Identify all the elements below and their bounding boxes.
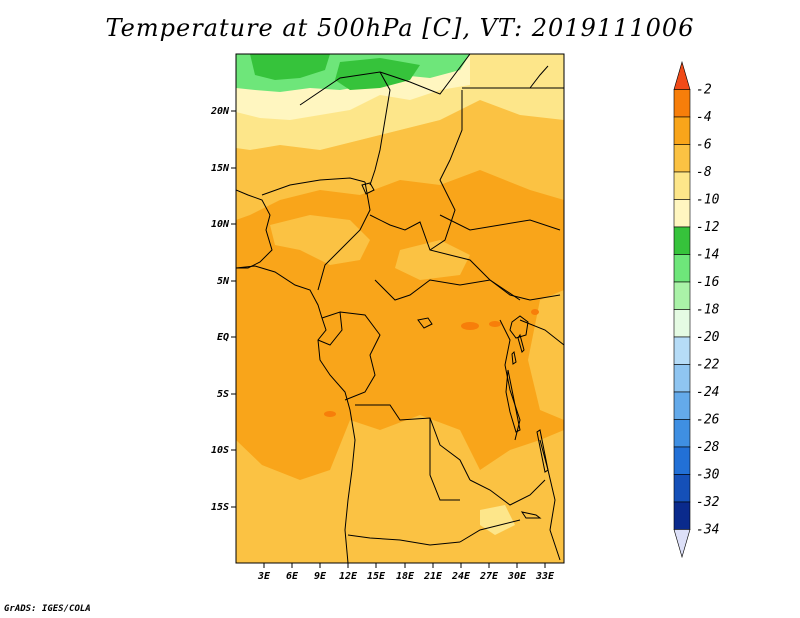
hotspot-4 — [531, 309, 539, 315]
colorbar-swatch — [673, 171, 691, 200]
colorbar-swatch — [673, 474, 691, 503]
colorbar-swatch — [673, 281, 691, 310]
lat-label: 20N — [210, 106, 230, 117]
lon-label: 30E — [507, 571, 527, 582]
lake-chad — [361, 182, 375, 195]
colorbar-label: -32 — [696, 495, 720, 510]
lake-victoria — [509, 315, 529, 339]
colorbar-label: -16 — [696, 275, 720, 290]
border-angola-zambia — [429, 418, 460, 501]
lat-label: 5N — [217, 276, 230, 287]
colorbar-swatch — [673, 336, 691, 365]
colorbar-label: -8 — [696, 165, 712, 180]
border-algeria-niger — [299, 54, 471, 106]
colorbar: -2 -4 -6 -8 -10 -12 -14 -16 -18 -20 -22 -24 -26 -28 -3… — [673, 60, 720, 559]
colorbar-label: -2 — [696, 83, 712, 98]
field-green2 — [335, 58, 420, 90]
colorbar-label: -34 — [696, 523, 719, 538]
colorbar-label: -28 — [696, 440, 720, 455]
border-libya-chad — [369, 71, 391, 186]
colorbar-label: -20 — [696, 330, 720, 345]
colorbar-swatch — [673, 501, 691, 530]
colorbar-label: -30 — [696, 468, 720, 483]
colorbar-label: -22 — [696, 358, 720, 373]
country-borders — [236, 54, 564, 563]
lat-label: EQ — [217, 332, 229, 343]
axis-ticks — [231, 110, 546, 568]
grads-credit: GrADS: IGES/COLA — [4, 604, 91, 614]
lon-label: 6E — [286, 571, 299, 582]
colorbar-swatch — [673, 60, 691, 90]
border-congo-drc — [339, 311, 381, 401]
colorbar-swatch — [673, 309, 691, 338]
colorbar-label: -10 — [696, 193, 720, 208]
colorbar-swatch — [673, 391, 691, 420]
chart-title: Temperature at 500hPa [C], VT: 201911100… — [105, 14, 695, 42]
lat-label: 10S — [211, 445, 229, 456]
colorbar-swatch — [673, 116, 691, 145]
border-gabon — [317, 311, 343, 346]
border-chad-car — [369, 214, 491, 281]
latitude-labels: 20N 15N 10N 5N EQ 5S 10S 15S — [210, 106, 230, 513]
lake-kivu — [511, 350, 517, 365]
colorbar-label: -6 — [696, 138, 712, 153]
colorbar-swatch — [673, 446, 691, 475]
colorbar-swatch — [673, 419, 691, 448]
longitude-labels: 3E 6E 9E 12E 15E 18E 21E 24E 27E 30E 33E — [257, 571, 555, 582]
border-tanzania — [519, 319, 564, 346]
colorbar-label: -12 — [696, 220, 720, 235]
lake-tumba — [417, 317, 433, 329]
field-central-light2 — [395, 240, 470, 280]
border-zambia-south — [469, 479, 546, 506]
lat-label: 5S — [217, 389, 229, 400]
colorbar-swatch — [673, 226, 691, 255]
colorbar-label: -18 — [696, 303, 720, 318]
border-ssudan-uganda — [489, 279, 561, 301]
border-chad-sudan — [429, 90, 463, 251]
colorbar-swatch — [673, 199, 691, 228]
red-sea-coast — [529, 65, 549, 89]
lon-label: 27E — [479, 571, 499, 582]
lon-label: 15E — [367, 571, 386, 582]
border-zambia-zimbabwe — [459, 519, 521, 543]
border-nigeria-cameroon — [317, 181, 371, 291]
lake-tanganyika — [505, 369, 521, 433]
colorbar-label: -14 — [696, 248, 719, 263]
border-mozambique — [539, 439, 561, 561]
colorbar-swatch — [673, 89, 691, 118]
temperature-field — [236, 54, 564, 563]
colorbar-swatch — [673, 364, 691, 393]
lake-malawi — [536, 429, 549, 473]
border-niger-nigeria — [261, 177, 366, 196]
border-sudan-ssudan — [439, 214, 561, 231]
hotspot-2 — [489, 321, 501, 327]
colorbar-swatch — [673, 254, 691, 283]
map-frame — [235, 53, 565, 564]
lon-label: 21E — [423, 571, 443, 582]
hotspot-1 — [461, 322, 479, 330]
lon-label: 18E — [396, 571, 415, 582]
field-central-light — [270, 215, 370, 265]
lat-label: 15S — [211, 502, 229, 513]
colorbar-label: -26 — [696, 413, 720, 428]
lake-albert — [517, 333, 525, 353]
border-angola-namibia — [347, 534, 461, 546]
coastline-gulf — [236, 265, 356, 563]
field-green — [250, 54, 330, 80]
colorbar-label: -4 — [696, 110, 712, 125]
colorbar-swatch — [673, 529, 691, 559]
lon-label: 33E — [535, 571, 555, 582]
field-east-light — [528, 290, 564, 420]
lat-label: 15N — [211, 163, 230, 174]
colorbar-label: -24 — [696, 385, 719, 400]
lon-label: 12E — [339, 571, 358, 582]
lon-label: 3E — [257, 571, 271, 582]
lon-label: 24E — [451, 571, 471, 582]
hotspot-3 — [324, 411, 336, 417]
lon-label: 9E — [314, 571, 327, 582]
lat-label: 10N — [211, 219, 230, 230]
lake-bangweulu — [520, 511, 542, 519]
colorbar-swatch — [673, 144, 691, 173]
